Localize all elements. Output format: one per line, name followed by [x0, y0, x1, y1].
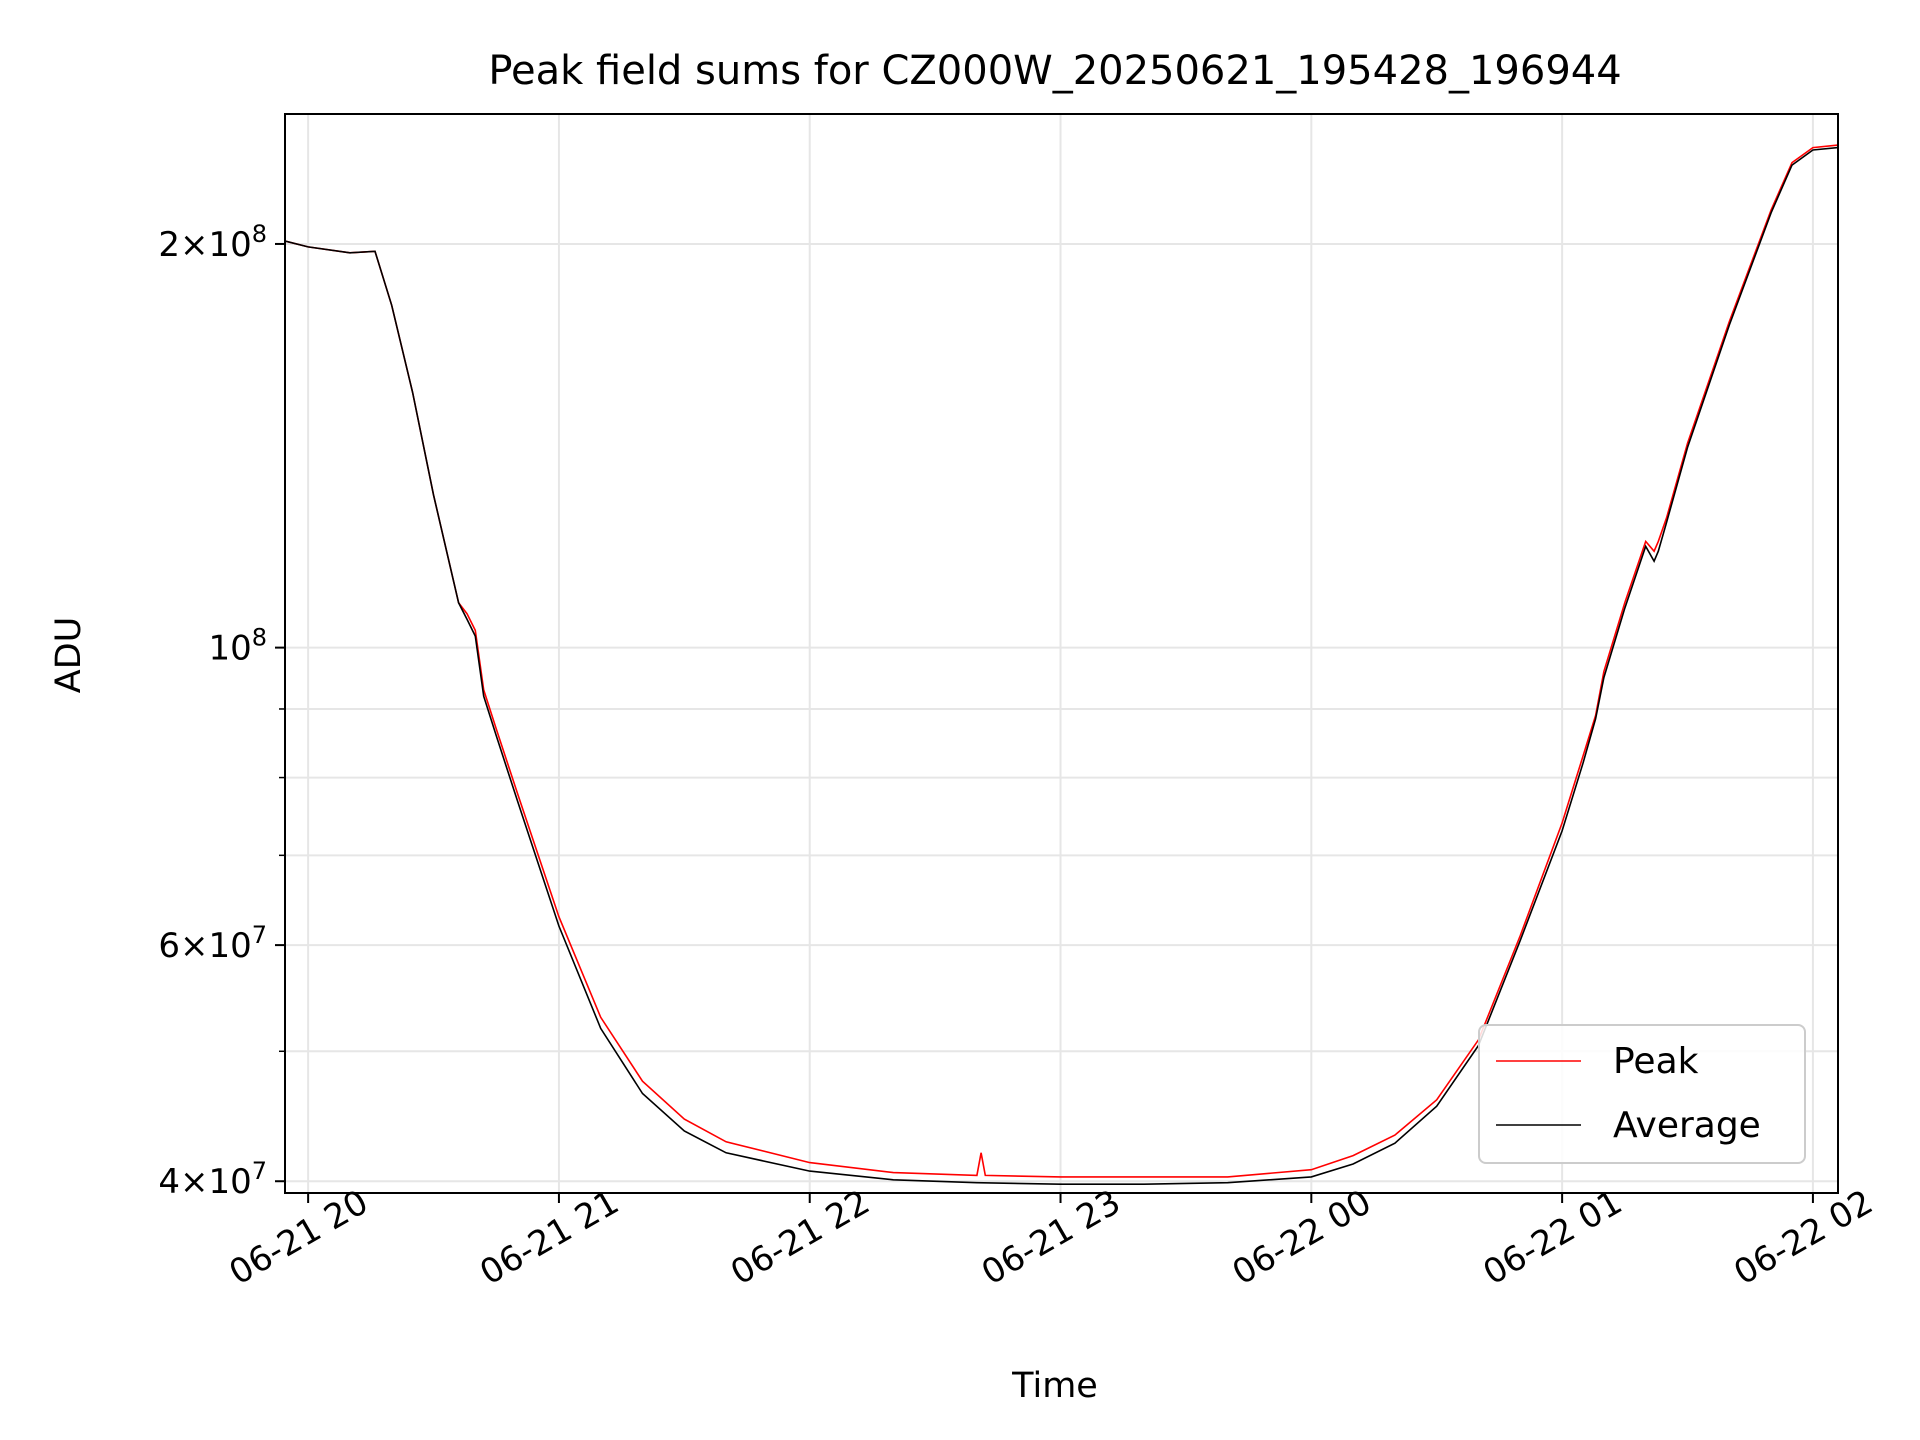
legend-box	[1478, 1024, 1806, 1164]
plot-lines	[285, 144, 1838, 1185]
legend: Peak Average	[1478, 1024, 1806, 1164]
y-tick-label: 108	[208, 624, 267, 669]
y-tick-label: 2×108	[158, 220, 267, 265]
y-axis-label: ADU	[49, 617, 89, 694]
series-line-peak	[285, 144, 1838, 1178]
chart-title: Peak field sums for CZ000W_20250621_1954…	[488, 48, 1621, 94]
series-line-average	[285, 146, 1838, 1185]
x-axis-label: Time	[1011, 1366, 1098, 1406]
y-axis-ticks: 2×108 108 6×107 4×107	[158, 220, 285, 1202]
y-tick-label: 6×107	[158, 921, 267, 966]
y-tick-label: 4×107	[158, 1157, 267, 1202]
legend-label-average: Average	[1613, 1105, 1761, 1146]
legend-label-peak: Peak	[1613, 1041, 1699, 1082]
